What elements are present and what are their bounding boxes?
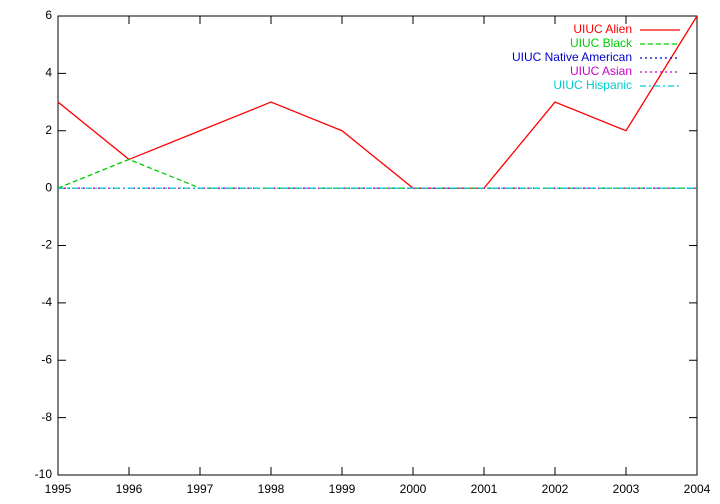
series-line — [57, 15, 698, 189]
legend-label: UIUC Alien — [573, 22, 632, 36]
legend-label: UIUC Hispanic — [553, 78, 632, 92]
y-tick-label: 2 — [45, 123, 52, 137]
legend-label: UIUC Native American — [512, 50, 632, 64]
y-tick-label: -6 — [41, 352, 52, 366]
x-tick-label: 1995 — [45, 482, 72, 496]
x-tick-label: 2003 — [613, 482, 640, 496]
x-tick-label: 2004 — [684, 482, 711, 496]
x-tick-label: 1996 — [116, 482, 143, 496]
x-tick-label: 1997 — [187, 482, 214, 496]
x-tick-label: 1999 — [329, 482, 356, 496]
x-tick-label: 2002 — [542, 482, 569, 496]
y-tick-label: -4 — [41, 295, 52, 309]
y-tick-label: -10 — [35, 467, 53, 481]
x-tick-label: 2001 — [471, 482, 498, 496]
y-tick-label: 6 — [45, 8, 52, 22]
legend-label: UIUC Black — [570, 36, 633, 50]
x-tick-label: 1998 — [258, 482, 285, 496]
y-tick-label: -2 — [41, 238, 52, 252]
series-line — [57, 158, 697, 189]
x-tick-label: 2000 — [400, 482, 427, 496]
y-tick-label: -8 — [41, 410, 52, 424]
y-tick-label: 0 — [45, 180, 52, 194]
legend-label: UIUC Asian — [570, 64, 632, 78]
y-tick-label: 4 — [45, 66, 52, 80]
